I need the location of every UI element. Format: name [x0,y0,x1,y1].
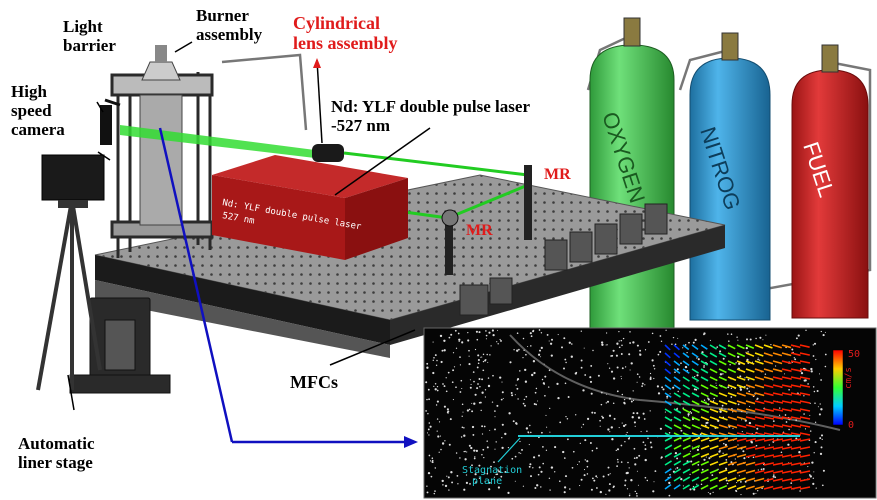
lens-arrowhead [313,58,321,68]
laser-box [212,155,408,260]
mirror-label-top: MR [544,166,571,183]
cylindrical-lens [312,144,344,162]
fuel-cylinder [791,44,869,319]
nitrogen-cylinder [689,32,771,321]
velocity-vectors [664,344,811,490]
high-speed-camera-label: High speed camera [11,82,65,140]
camera-tripod [36,199,102,391]
stagnation-pointer [497,437,521,463]
piv-inset: 50 0 cm/s Stagnation plane [423,327,877,499]
mfcs-label: MFCs [290,372,338,392]
linear-stage-label: Automatic liner stage [18,434,95,473]
laser-label: Nd: YLF double pulse laser -527 nm [331,97,530,136]
colorbar-min: 0 [848,420,854,431]
mfc-units [459,203,668,316]
light-barrier-label: Light barrier [63,17,116,56]
high-speed-camera [41,154,105,208]
colorbar [832,349,844,426]
seed-particles [425,329,827,497]
burner-assembly [104,45,183,226]
laser-sheet [120,125,315,158]
linear-stage [69,297,171,394]
stagnation-label-line1: Stagnation [462,465,522,476]
stagnation-label-line2: plane [472,476,502,487]
light-barrier [100,105,112,145]
mirror-label-bottom: MR [466,222,493,239]
colorbar-max: 50 [848,349,860,360]
blue-pointer [158,127,408,444]
blue-arrowhead [404,436,418,448]
burner-assembly-label: Burner assembly [196,6,263,45]
colorbar-unit: cm/s [844,367,854,389]
mirror-mounts [441,165,532,275]
cylindrical-lens-label: Cylindrical lens assembly [293,13,398,54]
pointer-lines [67,41,431,411]
